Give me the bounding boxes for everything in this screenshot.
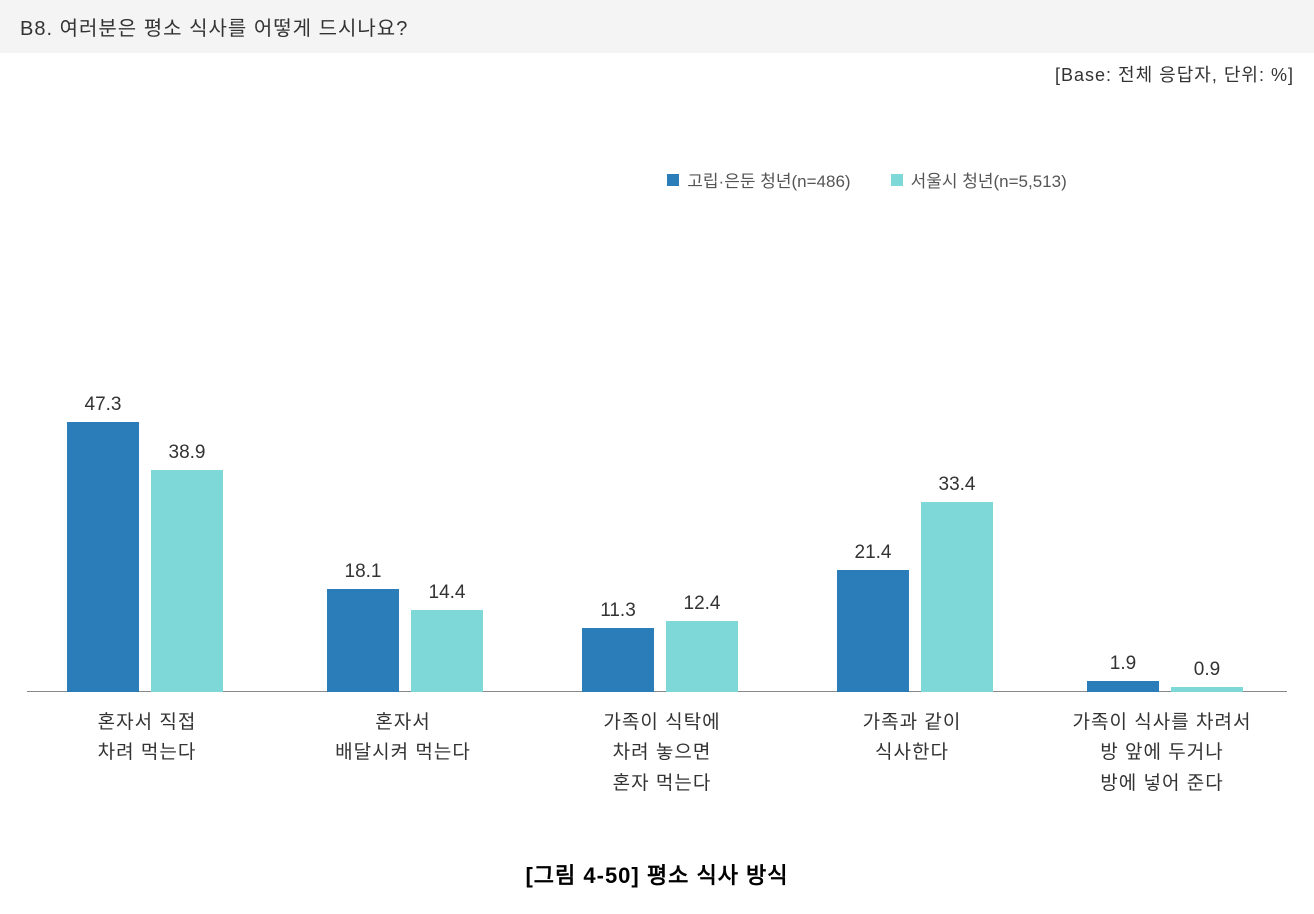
legend-label: 고립·은둔 청년(n=486) [687,167,850,192]
bar: 18.1 [327,589,399,692]
question-title: B8. 여러분은 평소 식사를 어떻게 드시나요? [0,0,1314,53]
bar: 47.3 [67,422,139,692]
bar-value-label: 38.9 [169,442,206,464]
bar: 12.4 [666,621,738,692]
bar: 38.9 [151,470,223,692]
bar-value-label: 33.4 [939,474,976,496]
bar-group: 11.312.4 [582,621,738,692]
bar-value-label: 21.4 [855,542,892,564]
bar-value-label: 14.4 [429,582,466,604]
bar: 14.4 [411,610,483,692]
bar: 0.9 [1171,687,1243,692]
bar-value-label: 1.9 [1110,653,1136,675]
legend-swatch [891,174,903,186]
bar-chart: 47.338.918.114.411.312.421.433.41.90.9 [27,312,1287,692]
bar: 1.9 [1087,681,1159,692]
legend-item: 고립·은둔 청년(n=486) [667,167,850,192]
bar-value-label: 0.9 [1194,659,1220,681]
legend-label: 서울시 청년(n=5,513) [911,167,1067,192]
bar-group: 18.114.4 [327,589,483,692]
figure-caption: [그림 4-50] 평소 식사 방식 [0,858,1314,890]
bar-value-label: 12.4 [684,593,721,615]
x-axis-label: 혼자서 직접차려 먹는다 [37,708,257,769]
bar-value-label: 11.3 [600,600,636,622]
bar: 11.3 [582,628,654,692]
x-axis-label: 가족과 같이식사한다 [797,708,1027,769]
chart-legend: 고립·은둔 청년(n=486) 서울시 청년(n=5,513) [420,167,1314,192]
bar: 33.4 [921,502,993,692]
x-axis-label: 가족이 식사를 차려서방 앞에 두거나방에 넣어 준다 [1027,708,1297,799]
legend-swatch [667,174,679,186]
bar-group: 21.433.4 [837,502,993,692]
bar-group: 1.9 0.9 [1087,681,1243,692]
x-axis-labels: 혼자서 직접차려 먹는다 혼자서배달시켜 먹는다가족이 식탁에차려 놓으면혼자 먹… [27,708,1287,818]
base-subtitle: [Base: 전체 응답자, 단위: %] [0,53,1314,87]
x-axis-label: 혼자서배달시켜 먹는다 [283,708,523,769]
bar-group: 47.338.9 [67,422,223,692]
x-axis-label: 가족이 식탁에차려 놓으면혼자 먹는다 [537,708,787,799]
legend-item: 서울시 청년(n=5,513) [891,167,1067,192]
bar: 21.4 [837,570,909,692]
bar-value-label: 47.3 [85,394,122,416]
bar-value-label: 18.1 [345,561,382,583]
